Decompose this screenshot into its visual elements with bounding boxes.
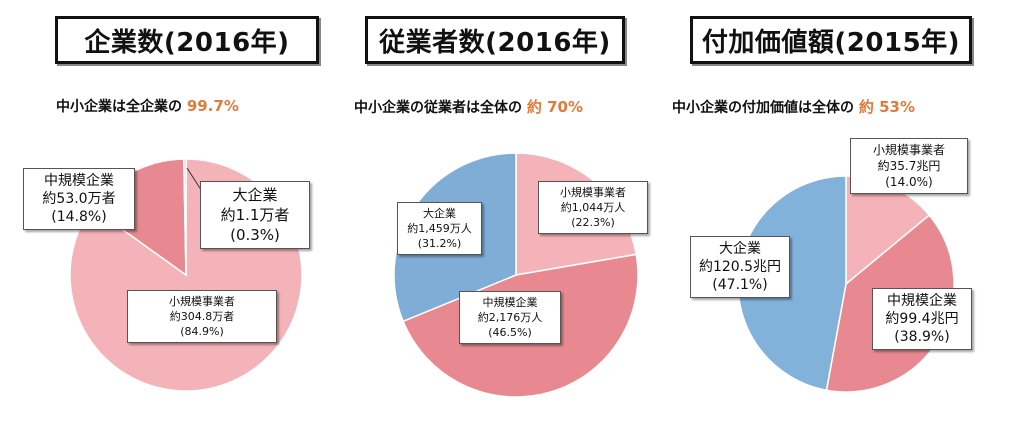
label-daikigyo-employees: 大企業 約1,459万人 (31.2%) — [397, 202, 482, 255]
chart-panel-companies: 企業数(2016年) 中小企業は全企業の 99.7% 中規模企業 約53.0万者… — [0, 0, 340, 429]
chart-panel-employees: 従業者数(2016年) 中小企業の従業者は全体の 約 70% 小規模事業者 約1… — [342, 0, 682, 429]
pie-slice-daikigyo — [183, 158, 187, 276]
chart-subtitle-employees: 中小企業の従業者は全体の 約 70% — [354, 96, 583, 117]
subtitle-text: 中小企業の従業者は全体の — [354, 100, 522, 116]
label-daikigyo-companies: 大企業 約1.1万者 (0.3%) — [200, 181, 310, 249]
label-shokibo-companies: 小規模事業者 約304.8万者 (84.9%) — [127, 290, 277, 343]
pie-chart-value-added — [737, 175, 955, 393]
label-shokibo-employees: 小規模事業者 約1,044万人 (22.3%) — [538, 181, 648, 234]
subtitle-text: 中小企業の付加価値は全体の — [672, 100, 854, 116]
subtitle-highlight: 約 70% — [526, 98, 584, 116]
subtitle-highlight: 約 53% — [858, 98, 916, 116]
label-daikigyo-value-added: 大企業 約120.5兆円 (47.1%) — [690, 236, 790, 298]
label-chukibo-value-added: 中規模企業 約99.4兆円 (38.9%) — [872, 288, 972, 350]
subtitle-highlight: 99.7% — [186, 97, 239, 115]
label-shokibo-value-added: 小規模事業者 約35.7兆円 (14.0%) — [850, 138, 968, 194]
chart-subtitle-value-added: 中小企業の付加価値は全体の 約 53% — [672, 96, 915, 117]
subtitle-text: 中小企業は全企業の — [56, 99, 182, 115]
label-chukibo-employees: 中規模企業 約2,176万人 (46.5%) — [459, 291, 561, 344]
chart-subtitle-companies: 中小企業は全企業の 99.7% — [56, 96, 239, 116]
chart-title-companies: 企業数(2016年) — [55, 16, 319, 64]
chart-title-value-added: 付加価値額(2015年) — [690, 16, 972, 64]
chart-title-employees: 従業者数(2016年) — [365, 16, 625, 64]
chart-panel-value-added: 付加価値額(2015年) 中小企業の付加価値は全体の 約 53% 小規模事業者 … — [672, 0, 1024, 429]
label-chukibo-companies: 中規模企業 約53.0万者 (14.8%) — [23, 168, 135, 230]
